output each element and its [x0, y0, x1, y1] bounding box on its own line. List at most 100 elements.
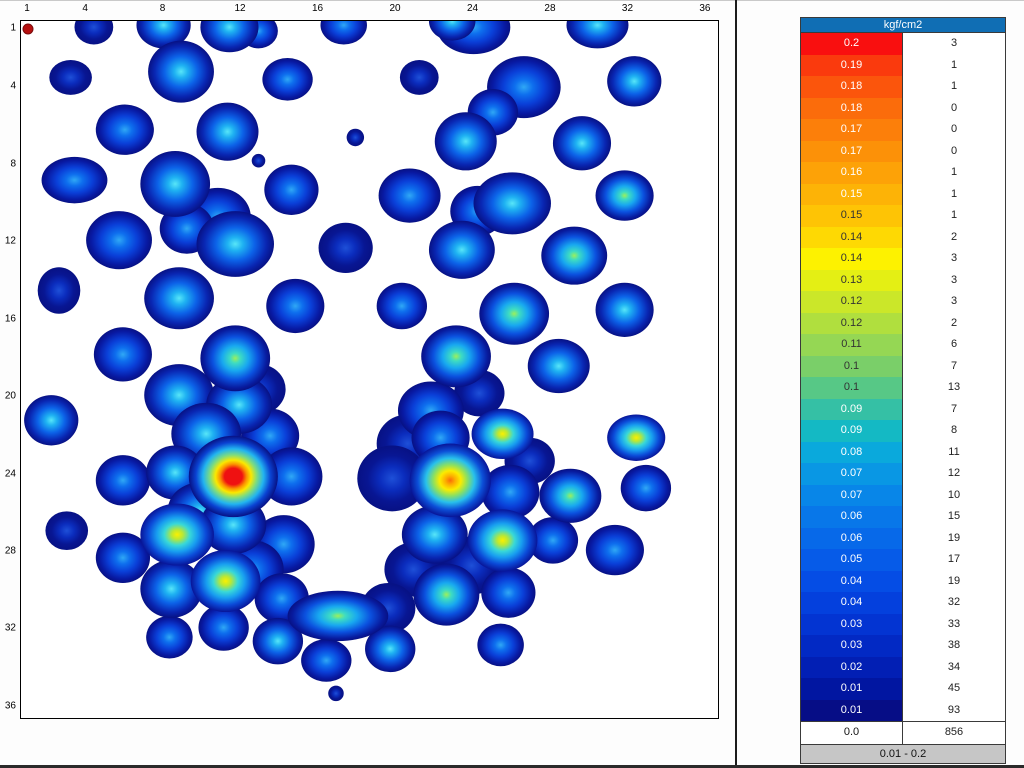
- legend-row: 0.0 856: [801, 721, 1005, 744]
- pressure-blob-blue: [620, 464, 672, 512]
- legend-value-cell: 0.09: [801, 398, 903, 420]
- pressure-heatmap: [22, 21, 672, 702]
- pressure-blob-cyan: [365, 625, 416, 673]
- pressure-blob-blue: [146, 615, 193, 659]
- pressure-blob-blue: [93, 327, 152, 382]
- pressure-blob-low: [45, 511, 89, 551]
- pressure-blob-blue: [41, 156, 108, 204]
- pressure-legend-table: kgf/cm2 0.2 3 0.19 1 0.18 1 0.18 0 0.17 0 0.17 0 0.1…: [800, 17, 1006, 764]
- pressure-blob-green: [479, 282, 550, 345]
- legend-value-cell: 0.06: [801, 527, 903, 549]
- pressure-blob-cyan: [401, 505, 468, 564]
- pressure-blob-blue: [260, 447, 323, 506]
- pressure-blob-yellow: [190, 550, 261, 613]
- legend-count-cell: 8: [903, 420, 1005, 442]
- pressure-blob-blue: [527, 517, 579, 564]
- x-axis-tick-label: 36: [699, 3, 711, 14]
- legend-value-cell: 0.01: [801, 699, 903, 721]
- pressure-blob-blue: [585, 524, 644, 576]
- legend-row: 0.14 2: [801, 226, 1005, 248]
- pressure-blob-cyan: [140, 151, 211, 217]
- legend-value-cell: 0.11: [801, 334, 903, 356]
- legend-row: 0.04 32: [801, 592, 1005, 614]
- legend-row: 0.05 17: [801, 549, 1005, 571]
- legend-count-cell: 7: [903, 355, 1005, 377]
- pressure-blob-blue: [320, 21, 367, 45]
- legend-count-cell: 3: [903, 248, 1005, 270]
- pressure-blob-orange: [409, 443, 491, 518]
- legend-count-cell: 34: [903, 656, 1005, 678]
- legend-count-cell: 45: [903, 678, 1005, 700]
- pressure-blob-cyan: [252, 617, 304, 665]
- pressure-blob-blue: [198, 604, 249, 651]
- legend-row: 0.16 1: [801, 162, 1005, 184]
- legend-count-cell: 11: [903, 441, 1005, 463]
- y-axis-tick-label: 20: [4, 390, 16, 402]
- legend-value-cell: 0.0: [801, 722, 903, 744]
- pressure-blob-blue: [378, 168, 441, 223]
- pressure-blob-cyan: [24, 395, 79, 446]
- legend-value-cell: 0.09: [801, 420, 903, 442]
- legend-value-cell: 0.07: [801, 484, 903, 506]
- pressure-blob-blue: [262, 58, 313, 101]
- pressure-blob-low: [49, 59, 92, 95]
- pressure-blob-yellow: [471, 408, 534, 460]
- y-axis-tick-label: 36: [4, 700, 16, 712]
- legend-count-cell: 856: [903, 722, 1005, 744]
- legend-count-cell: 3: [903, 33, 1005, 55]
- legend-value-cell: 0.13: [801, 269, 903, 291]
- pressure-blob-cyan: [196, 211, 274, 277]
- legend-count-cell: 6: [903, 334, 1005, 356]
- legend-value-cell: 0.15: [801, 183, 903, 205]
- pressure-blob-yellow: [467, 509, 538, 572]
- y-axis-tick-label: 28: [4, 545, 16, 557]
- legend-row: 0.15 1: [801, 205, 1005, 227]
- legend-value-cell: 0.18: [801, 76, 903, 98]
- legend-value-cell: 0.12: [801, 312, 903, 334]
- legend-count-cell: 1: [903, 183, 1005, 205]
- pressure-blob-cyan: [473, 172, 551, 235]
- legend-row: 0.18 0: [801, 97, 1005, 119]
- legend-count-cell: 13: [903, 377, 1005, 399]
- pressure-blob-cyan: [200, 21, 259, 53]
- legend-range-footer: 0.01 - 0.2: [801, 743, 1005, 763]
- pressure-blob-cyan: [428, 220, 495, 279]
- pressure-blob-cyan: [566, 21, 629, 49]
- pressure-blob-low: [318, 222, 373, 274]
- pressure-blob-yellow: [140, 503, 214, 566]
- pressure-blob-blue: [86, 211, 152, 270]
- legend-count-cell: 7: [903, 398, 1005, 420]
- legend-count-cell: 2: [903, 312, 1005, 334]
- y-axis-tick-label: 32: [4, 622, 16, 634]
- legend-count-cell: 38: [903, 635, 1005, 657]
- x-axis-tick-label: 4: [82, 3, 88, 14]
- legend-count-cell: 19: [903, 527, 1005, 549]
- x-axis-tick-label: 24: [466, 3, 479, 14]
- legend-row: 0.07 12: [801, 463, 1005, 485]
- y-axis-tick-label: 1: [10, 22, 16, 34]
- legend-count-cell: 15: [903, 506, 1005, 528]
- legend-row: 0.03 33: [801, 613, 1005, 635]
- panel-divider: [735, 0, 737, 768]
- pressure-blob-blue: [481, 567, 536, 618]
- y-axis-tick-label: 4: [10, 80, 16, 92]
- legend-row: 0.13 3: [801, 269, 1005, 291]
- x-axis-tick-label: 20: [389, 3, 401, 14]
- pressure-blob-blue: [481, 464, 540, 520]
- pressure-blob-low: [328, 685, 344, 702]
- pressure-blob-low: [357, 445, 428, 512]
- pressure-blob-blue: [95, 532, 151, 583]
- x-axis-tick-label: 16: [311, 3, 324, 14]
- pressure-blob-green: [539, 468, 602, 523]
- pressure-blob-green: [595, 170, 654, 221]
- legend-value-cell: 0.14: [801, 248, 903, 270]
- pressure-blob-blue: [95, 104, 154, 155]
- legend-row: 0.12 2: [801, 312, 1005, 334]
- legend-value-cell: 0.08: [801, 441, 903, 463]
- legend-value-cell: 0.15: [801, 205, 903, 227]
- legend-value-cell: 0.1: [801, 377, 903, 399]
- pressure-blob-cyan: [552, 116, 612, 171]
- legend-count-cell: 3: [903, 291, 1005, 313]
- legend-row: 0.17 0: [801, 140, 1005, 162]
- pressure-blob-low: [251, 153, 266, 168]
